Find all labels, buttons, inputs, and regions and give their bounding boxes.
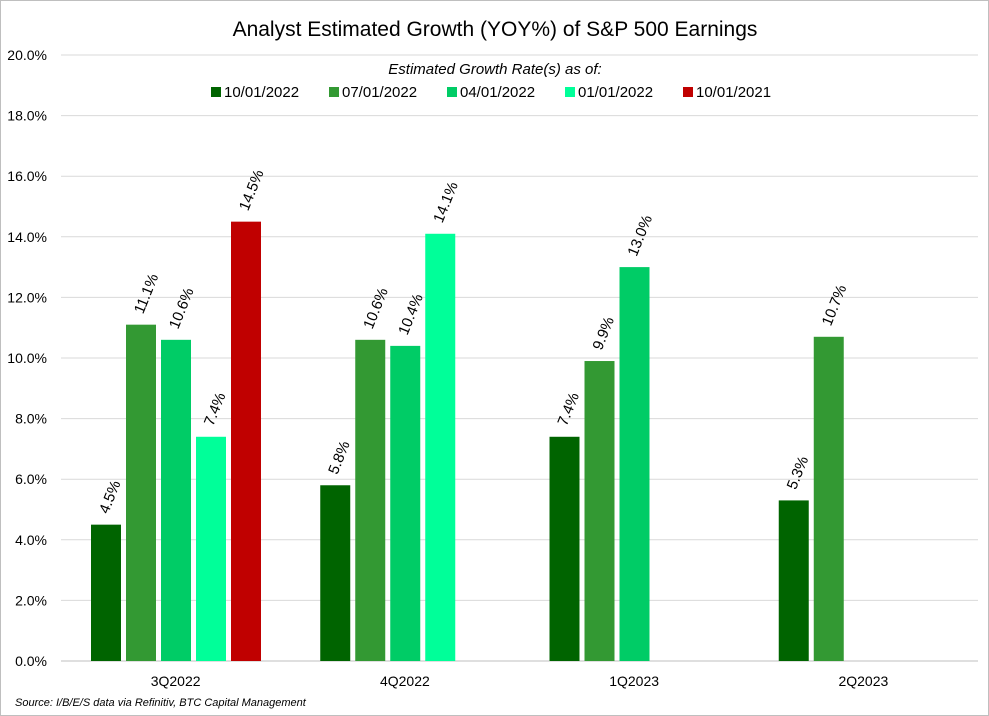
bar	[196, 436, 226, 661]
data-label: 14.1%	[430, 179, 462, 225]
bar	[91, 524, 121, 661]
y-axis-ticks: 0.0% 2.0% 4.0% 6.0% 8.0% 10.0% 12.0% 14.0% 16.0%…	[7, 47, 47, 669]
bar	[778, 500, 809, 661]
bar	[619, 267, 650, 661]
data-label: 10.6%	[166, 286, 198, 332]
legend-swatch	[683, 87, 693, 97]
data-label: 10.6%	[360, 286, 392, 332]
bar	[320, 485, 351, 661]
y-tick-label: 14.0%	[7, 229, 47, 245]
legend-label: 01/01/2022	[578, 84, 653, 101]
legend-swatch	[565, 87, 575, 97]
data-label: 11.1%	[131, 271, 162, 316]
legend-swatch	[211, 87, 221, 97]
y-tick-label: 4.0%	[15, 532, 47, 548]
x-tick-label: 3Q2022	[151, 673, 201, 689]
y-tick-label: 10.0%	[7, 350, 47, 366]
bar	[161, 339, 191, 661]
data-label: 14.5%	[236, 167, 268, 213]
x-tick-label: 4Q2022	[380, 673, 430, 689]
legend: 10/01/2022 07/01/2022 04/01/2022 01/01/2022…	[211, 84, 771, 101]
bar	[355, 339, 386, 661]
y-tick-label: 8.0%	[15, 411, 47, 427]
legend-swatch	[329, 87, 339, 97]
data-label: 7.4%	[201, 390, 230, 428]
bar	[813, 336, 844, 661]
data-label: 5.3%	[784, 454, 813, 492]
data-label: 9.9%	[589, 314, 618, 352]
x-axis-categories: 3Q2022 4Q2022 1Q2023 2Q2023	[151, 673, 889, 689]
y-tick-label: 20.0%	[7, 47, 47, 63]
data-label: 4.5%	[96, 478, 125, 516]
y-tick-label: 6.0%	[15, 471, 47, 487]
y-tick-label: 18.0%	[7, 108, 47, 124]
bars	[91, 221, 844, 661]
x-tick-label: 2Q2023	[838, 673, 888, 689]
bar	[425, 233, 456, 661]
chart-title: Analyst Estimated Growth (YOY%) of S&P 5…	[233, 18, 758, 41]
y-tick-label: 2.0%	[15, 592, 47, 608]
data-label: 5.8%	[325, 439, 354, 477]
source-note: Source: I/B/E/S data via Refinitiv, BTC …	[15, 697, 307, 709]
legend-label: 10/01/2021	[696, 84, 771, 101]
data-label: 7.4%	[554, 390, 583, 428]
legend-label: 04/01/2022	[460, 84, 535, 101]
bar	[584, 361, 615, 661]
bar	[231, 221, 261, 661]
y-tick-label: 16.0%	[7, 168, 47, 184]
bar	[390, 345, 421, 661]
data-label: 10.7%	[819, 282, 851, 328]
data-label: 13.0%	[624, 213, 656, 259]
y-tick-label: 0.0%	[15, 653, 47, 669]
legend-swatch	[447, 87, 457, 97]
y-tick-label: 12.0%	[7, 289, 47, 305]
legend-label: 07/01/2022	[342, 84, 417, 101]
legend-label: 10/01/2022	[224, 84, 299, 101]
x-tick-label: 1Q2023	[609, 673, 659, 689]
bar	[549, 436, 580, 661]
bar	[126, 324, 156, 661]
data-label: 10.4%	[395, 292, 427, 338]
legend-title: Estimated Growth Rate(s) as of:	[388, 61, 601, 78]
